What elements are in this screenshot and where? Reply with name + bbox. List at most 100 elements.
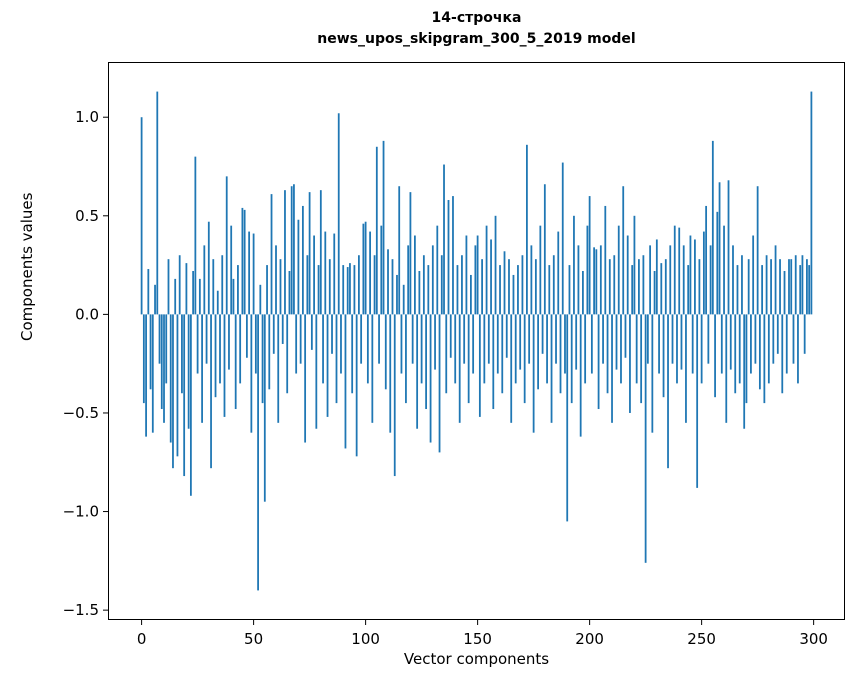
bar [405,314,407,404]
bar [402,284,405,315]
bar [243,209,246,315]
bar [776,314,779,354]
bar [447,200,450,315]
bar [770,259,772,315]
bar [785,314,788,374]
bar [510,314,513,423]
bar [792,314,795,364]
bar [579,314,582,437]
bar [297,219,300,315]
chart-title-line2: news_upos_skipgram_300_5_2019 model [317,31,636,47]
bar [232,278,235,315]
bar [250,314,253,433]
bar [351,314,354,394]
bar [313,235,315,315]
bar [523,314,526,404]
bar [418,271,421,315]
bar [691,314,694,374]
bar [315,314,318,429]
bar [622,186,625,315]
bar [203,245,206,315]
bar [638,259,640,315]
bar [734,314,737,394]
bar [169,314,172,443]
bar [154,284,156,315]
bar [779,259,781,315]
bar [308,192,311,315]
bar [214,314,217,398]
bar [272,314,275,354]
bar [369,231,371,315]
bar [324,231,327,315]
bar [411,314,414,364]
y-tick-label: 0.5 [75,207,99,225]
bar [254,314,257,374]
bar [192,271,195,315]
bar [611,314,613,423]
bar [550,314,553,423]
bar [685,314,687,423]
bar [698,259,701,315]
bar [564,314,566,374]
bar [212,259,215,315]
bar [790,259,793,315]
bar [474,245,477,315]
bar [257,314,259,591]
bar [286,314,289,394]
axes-spines [108,62,845,620]
bar [427,265,430,315]
bar [738,314,741,384]
bar [620,314,622,384]
bar [774,245,777,315]
bar [293,184,295,315]
bar [328,259,331,315]
bar [702,231,705,315]
bar [382,140,385,315]
bar [414,235,416,315]
bar [514,314,517,384]
bar [548,265,551,315]
bar [398,186,401,315]
bar [225,176,228,315]
bar [595,249,598,315]
bar [711,140,714,315]
y-tick-label: 0.0 [75,305,99,323]
bar [476,235,479,315]
bar [803,314,806,354]
bar [653,271,656,315]
bar [617,225,620,315]
bar [676,314,678,384]
x-tick-label: 100 [351,630,380,648]
bar [508,259,510,315]
bar [194,156,197,315]
bar [178,255,181,315]
bar [590,314,593,374]
bar [490,239,492,315]
bar [566,314,569,522]
bar [797,314,799,384]
bar [349,263,351,315]
bar [216,290,219,315]
bar [371,314,374,423]
bar [449,314,452,358]
bar [306,255,309,315]
bar [358,255,360,315]
bar [288,271,291,315]
bar [501,314,504,394]
bar [732,245,734,315]
bar [716,211,719,315]
bar [512,274,515,315]
bar [801,255,804,315]
bar [671,314,674,364]
y-tick-label: −0.5 [63,404,99,422]
bar [577,245,580,315]
bar [165,314,168,384]
bar [615,314,618,370]
bar [573,215,575,315]
bar [219,314,221,384]
bar [181,314,183,394]
bar [290,186,293,315]
bar [485,225,488,315]
bar [481,259,483,315]
